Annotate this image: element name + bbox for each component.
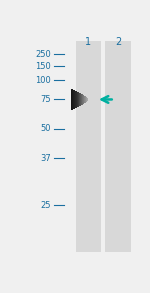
Polygon shape — [80, 93, 81, 106]
Polygon shape — [73, 90, 74, 109]
Polygon shape — [84, 96, 85, 103]
Polygon shape — [76, 91, 77, 108]
Text: 50: 50 — [41, 124, 51, 133]
Polygon shape — [75, 91, 76, 108]
Text: 250: 250 — [36, 50, 51, 59]
Text: 150: 150 — [36, 62, 51, 71]
Text: 37: 37 — [40, 154, 51, 163]
Polygon shape — [71, 89, 72, 110]
Text: 1: 1 — [85, 37, 91, 47]
Polygon shape — [85, 96, 86, 103]
Polygon shape — [77, 92, 78, 107]
Polygon shape — [79, 93, 80, 106]
Polygon shape — [72, 89, 73, 110]
Polygon shape — [78, 92, 79, 107]
Bar — [76, 41, 101, 252]
Polygon shape — [86, 97, 87, 102]
Polygon shape — [81, 94, 82, 105]
Polygon shape — [74, 90, 75, 109]
Text: 100: 100 — [36, 76, 51, 85]
Polygon shape — [82, 94, 83, 105]
Bar — [105, 41, 131, 252]
Polygon shape — [83, 95, 84, 104]
Text: 75: 75 — [41, 95, 51, 104]
Polygon shape — [85, 97, 86, 102]
Polygon shape — [87, 98, 88, 101]
Text: 2: 2 — [115, 37, 121, 47]
Text: 25: 25 — [41, 201, 51, 210]
